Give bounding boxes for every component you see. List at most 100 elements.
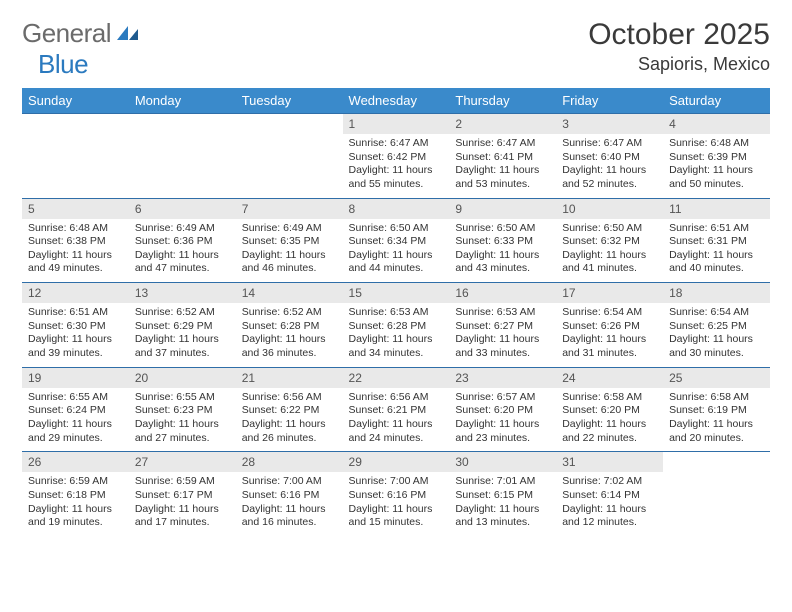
day-body: Sunrise: 6:50 AMSunset: 6:32 PMDaylight:… [556,219,663,283]
day-number: 3 [556,114,663,134]
day-body: Sunrise: 7:02 AMSunset: 6:14 PMDaylight:… [556,472,663,536]
day-body: Sunrise: 6:50 AMSunset: 6:33 PMDaylight:… [449,219,556,283]
day-body: Sunrise: 6:49 AMSunset: 6:36 PMDaylight:… [129,219,236,283]
day-number: 31 [556,452,663,472]
day-number: 1 [343,114,450,134]
day-number: 6 [129,199,236,219]
day-header: Sunday [22,88,129,114]
day-header: Wednesday [343,88,450,114]
day-number: 21 [236,368,343,388]
week-row: 26Sunrise: 6:59 AMSunset: 6:18 PMDayligh… [22,452,770,536]
day-body: Sunrise: 6:59 AMSunset: 6:17 PMDaylight:… [129,472,236,536]
day-number: 24 [556,368,663,388]
day-number: 30 [449,452,556,472]
week-row: 1Sunrise: 6:47 AMSunset: 6:42 PMDaylight… [22,114,770,199]
day-body: Sunrise: 6:49 AMSunset: 6:35 PMDaylight:… [236,219,343,283]
day-cell: 16Sunrise: 6:53 AMSunset: 6:27 PMDayligh… [449,283,556,368]
day-body: Sunrise: 6:53 AMSunset: 6:28 PMDaylight:… [343,303,450,367]
header: General Blue October 2025 Sapioris, Mexi… [22,18,770,80]
day-body: Sunrise: 6:52 AMSunset: 6:28 PMDaylight:… [236,303,343,367]
day-number: 23 [449,368,556,388]
day-cell: 5Sunrise: 6:48 AMSunset: 6:38 PMDaylight… [22,198,129,283]
day-body: Sunrise: 6:56 AMSunset: 6:22 PMDaylight:… [236,388,343,452]
logo-text-blue: Blue [38,49,88,79]
calendar-body: 1Sunrise: 6:47 AMSunset: 6:42 PMDaylight… [22,114,770,536]
day-cell: 4Sunrise: 6:48 AMSunset: 6:39 PMDaylight… [663,114,770,199]
logo: General Blue [22,18,139,80]
month-title: October 2025 [588,18,770,52]
day-cell [22,114,129,199]
day-body: Sunrise: 6:57 AMSunset: 6:20 PMDaylight:… [449,388,556,452]
day-body: Sunrise: 6:56 AMSunset: 6:21 PMDaylight:… [343,388,450,452]
calendar-table: Sunday Monday Tuesday Wednesday Thursday… [22,88,770,536]
day-body: Sunrise: 6:47 AMSunset: 6:40 PMDaylight:… [556,134,663,198]
week-row: 19Sunrise: 6:55 AMSunset: 6:24 PMDayligh… [22,367,770,452]
day-number: 19 [22,368,129,388]
day-number-bar [22,114,129,134]
day-cell: 19Sunrise: 6:55 AMSunset: 6:24 PMDayligh… [22,367,129,452]
day-cell: 29Sunrise: 7:00 AMSunset: 6:16 PMDayligh… [343,452,450,536]
day-cell: 1Sunrise: 6:47 AMSunset: 6:42 PMDaylight… [343,114,450,199]
day-body: Sunrise: 7:01 AMSunset: 6:15 PMDaylight:… [449,472,556,536]
logo-sail-icon [117,29,139,46]
title-block: October 2025 Sapioris, Mexico [588,18,770,75]
day-number: 2 [449,114,556,134]
day-body: Sunrise: 6:58 AMSunset: 6:20 PMDaylight:… [556,388,663,452]
day-body: Sunrise: 6:47 AMSunset: 6:42 PMDaylight:… [343,134,450,198]
day-header: Monday [129,88,236,114]
logo-text-general: General [22,18,111,48]
day-body: Sunrise: 6:59 AMSunset: 6:18 PMDaylight:… [22,472,129,536]
day-cell: 27Sunrise: 6:59 AMSunset: 6:17 PMDayligh… [129,452,236,536]
day-number: 15 [343,283,450,303]
day-number: 14 [236,283,343,303]
week-row: 12Sunrise: 6:51 AMSunset: 6:30 PMDayligh… [22,283,770,368]
day-body: Sunrise: 6:52 AMSunset: 6:29 PMDaylight:… [129,303,236,367]
day-number: 13 [129,283,236,303]
day-number: 10 [556,199,663,219]
day-number: 26 [22,452,129,472]
day-body [22,134,129,192]
day-body: Sunrise: 6:58 AMSunset: 6:19 PMDaylight:… [663,388,770,452]
day-number: 27 [129,452,236,472]
day-body: Sunrise: 6:47 AMSunset: 6:41 PMDaylight:… [449,134,556,198]
day-cell: 6Sunrise: 6:49 AMSunset: 6:36 PMDaylight… [129,198,236,283]
day-body: Sunrise: 6:54 AMSunset: 6:25 PMDaylight:… [663,303,770,367]
day-cell: 22Sunrise: 6:56 AMSunset: 6:21 PMDayligh… [343,367,450,452]
day-cell: 25Sunrise: 6:58 AMSunset: 6:19 PMDayligh… [663,367,770,452]
day-body: Sunrise: 6:48 AMSunset: 6:38 PMDaylight:… [22,219,129,283]
day-number: 18 [663,283,770,303]
day-cell [129,114,236,199]
day-number: 12 [22,283,129,303]
day-cell: 26Sunrise: 6:59 AMSunset: 6:18 PMDayligh… [22,452,129,536]
day-cell: 9Sunrise: 6:50 AMSunset: 6:33 PMDaylight… [449,198,556,283]
day-number: 8 [343,199,450,219]
day-body: Sunrise: 6:54 AMSunset: 6:26 PMDaylight:… [556,303,663,367]
day-body [129,134,236,192]
day-body: Sunrise: 6:51 AMSunset: 6:31 PMDaylight:… [663,219,770,283]
day-number: 9 [449,199,556,219]
day-number: 25 [663,368,770,388]
day-cell: 17Sunrise: 6:54 AMSunset: 6:26 PMDayligh… [556,283,663,368]
day-cell [663,452,770,536]
day-header: Tuesday [236,88,343,114]
day-cell: 15Sunrise: 6:53 AMSunset: 6:28 PMDayligh… [343,283,450,368]
week-row: 5Sunrise: 6:48 AMSunset: 6:38 PMDaylight… [22,198,770,283]
day-cell: 8Sunrise: 6:50 AMSunset: 6:34 PMDaylight… [343,198,450,283]
day-cell: 2Sunrise: 6:47 AMSunset: 6:41 PMDaylight… [449,114,556,199]
day-cell: 20Sunrise: 6:55 AMSunset: 6:23 PMDayligh… [129,367,236,452]
day-cell: 14Sunrise: 6:52 AMSunset: 6:28 PMDayligh… [236,283,343,368]
day-number: 11 [663,199,770,219]
location: Sapioris, Mexico [588,54,770,75]
day-cell: 28Sunrise: 7:00 AMSunset: 6:16 PMDayligh… [236,452,343,536]
day-number: 5 [22,199,129,219]
day-body: Sunrise: 6:48 AMSunset: 6:39 PMDaylight:… [663,134,770,198]
day-header: Saturday [663,88,770,114]
day-number: 4 [663,114,770,134]
day-number: 16 [449,283,556,303]
day-cell: 23Sunrise: 6:57 AMSunset: 6:20 PMDayligh… [449,367,556,452]
day-cell: 13Sunrise: 6:52 AMSunset: 6:29 PMDayligh… [129,283,236,368]
day-number-bar [663,452,770,472]
day-number-bar [129,114,236,134]
logo-text-wrap: General Blue [22,18,139,80]
day-header: Thursday [449,88,556,114]
